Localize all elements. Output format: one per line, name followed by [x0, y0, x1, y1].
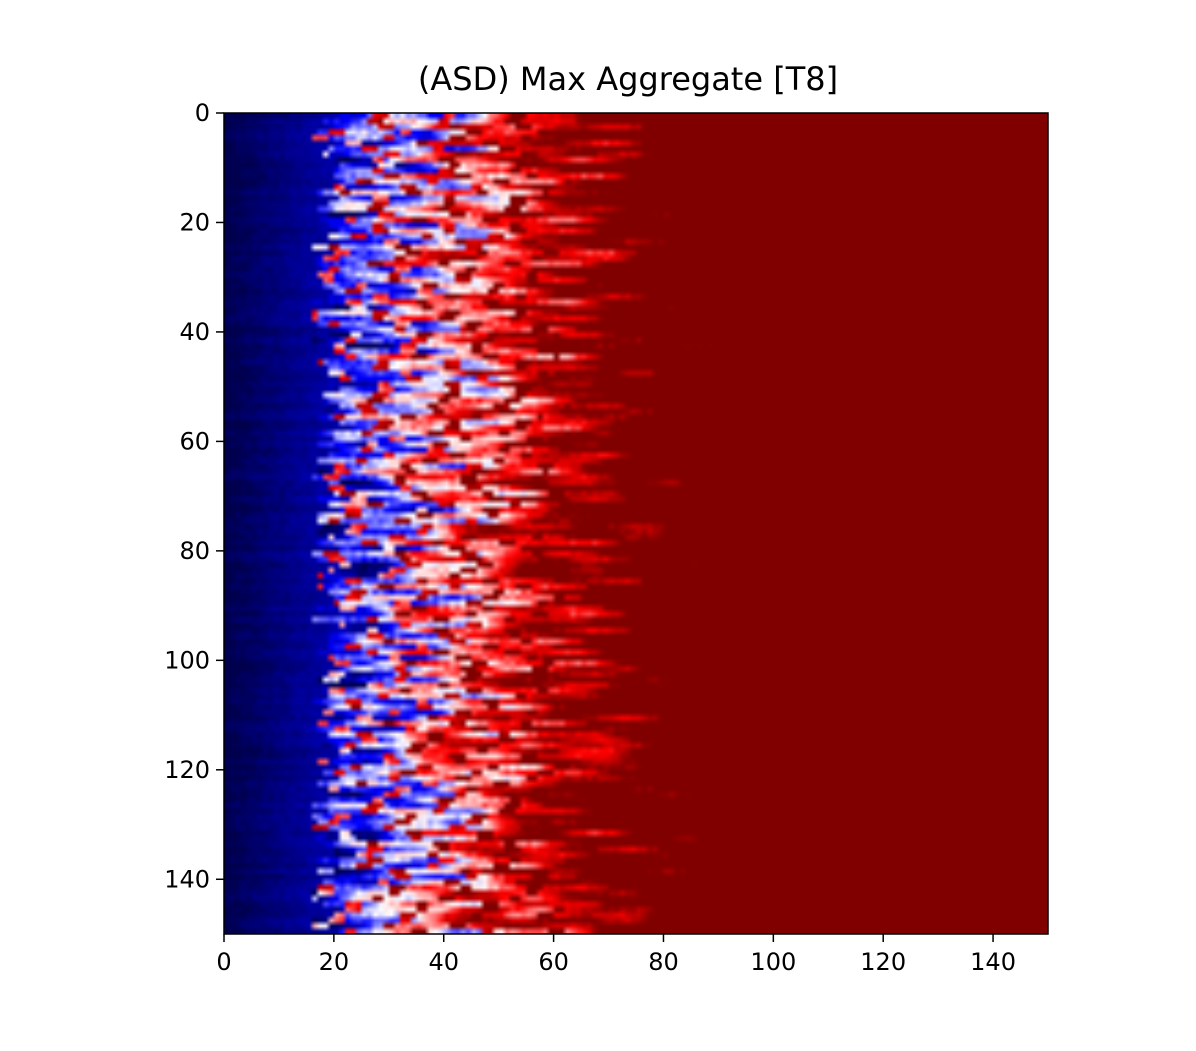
x-tick-label: 140 [970, 948, 1016, 976]
heatmap-plot-area [223, 112, 1049, 935]
y-tick-label: 100 [164, 646, 210, 674]
x-tick-label: 60 [538, 948, 569, 976]
y-axis: 0 20 40 60 80 100 120 140 [164, 99, 224, 893]
y-tick-label: 0 [195, 99, 210, 127]
y-tick-label: 60 [179, 427, 210, 455]
x-tick-label: 80 [648, 948, 679, 976]
x-tick-label: 0 [216, 948, 231, 976]
chart-title: (ASD) Max Aggregate [T8] [418, 60, 838, 98]
x-tick-label: 100 [750, 948, 796, 976]
x-tick-label: 120 [860, 948, 906, 976]
y-tick-label: 120 [164, 756, 210, 784]
plot-frame [223, 112, 1049, 935]
y-tick-label: 140 [164, 865, 210, 893]
x-tick-label: 40 [428, 948, 459, 976]
y-tick-label: 80 [179, 537, 210, 565]
x-tick-label: 20 [319, 948, 350, 976]
y-tick-label: 20 [179, 208, 210, 236]
y-tick-label: 40 [179, 318, 210, 346]
heatmap-image [224, 113, 1048, 934]
x-axis: 0 20 40 60 80 100 120 140 [216, 934, 1016, 976]
